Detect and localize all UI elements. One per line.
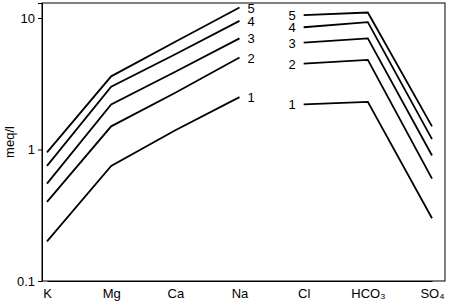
series-line [47,38,240,183]
y-tick: 0.1 [17,274,42,289]
y-axis: 0.1 1 10 [17,4,43,289]
x-tick-label: Ca [168,286,185,301]
x-tick-label: SO₄ [420,286,444,301]
y-axis-title: meq/l [2,126,17,158]
series-line [304,22,432,139]
series-label: 3 [248,31,255,46]
x-tick-label: Na [232,286,249,301]
lines [47,8,432,242]
series-label: 5 [248,1,255,16]
x-tick: HCO₃ [351,281,385,301]
x-tick: Cl [298,281,310,301]
y-axis-line [38,4,43,282]
x-tick-label: Cl [298,286,310,301]
series-label: 1 [288,97,295,112]
x-axis-line [48,281,433,282]
plot-frame [42,3,445,281]
series-label: 4 [248,14,255,29]
x-axis: K Mg Ca Na Cl HCO₃ SO₄ [43,281,444,301]
y-tick: 10 [21,11,42,26]
series-label: 5 [288,8,295,23]
series-labels: 1234512345 [248,1,296,113]
series-line [304,38,432,155]
series-label: 3 [288,36,295,51]
y-tick-mark [38,149,42,150]
x-tick-label: HCO₃ [351,286,385,301]
x-tick: Mg [103,281,121,301]
y-tick-mark [38,18,42,19]
y-tick-label: 10 [21,11,35,26]
y-tick-label: 0.1 [17,274,35,289]
series-label: 2 [248,51,255,66]
series-label: 2 [288,57,295,72]
x-tick: SO₄ [420,281,444,301]
plot-area: 0.1110KMgCaNaClHCO₃SO₄1234512345 [17,1,445,302]
x-tick-label: Mg [103,286,121,301]
x-tick: K [43,281,52,301]
series-line [47,8,240,153]
x-tick-label: K [43,286,52,301]
series-label: 1 [248,90,255,105]
x-tick: Ca [168,281,185,301]
y-tick-mark [38,281,42,282]
series-line [47,21,240,166]
y-tick: 1 [28,142,42,157]
x-tick: Na [232,281,249,301]
series-line [304,13,432,127]
chart: 0.1110KMgCaNaClHCO₃SO₄1234512345meq/l [0,0,450,307]
y-tick-label: 1 [28,142,35,157]
